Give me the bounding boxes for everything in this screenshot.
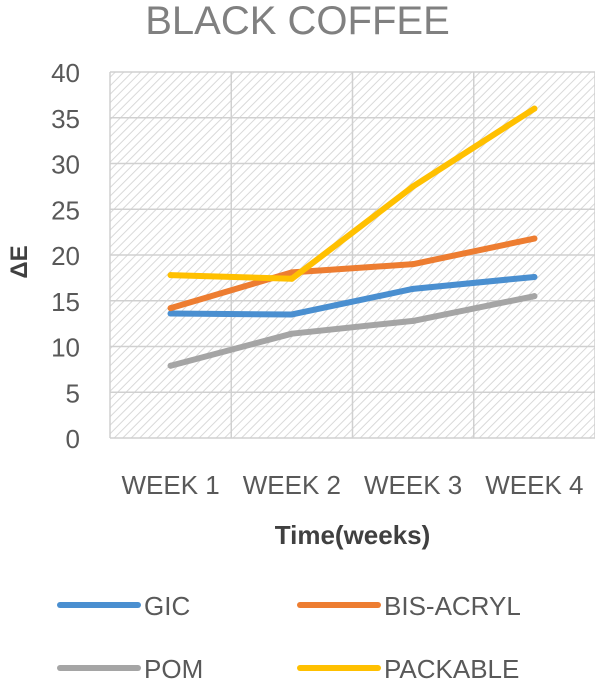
legend-label-bis-acryl: BIS-ACRYL [384,591,521,621]
legend-label-packable: PACKABLE [384,654,519,680]
x-axis-label: Time(weeks) [274,520,431,550]
x-tick-label: WEEK 3 [364,470,462,500]
data-point-packable [288,275,295,282]
data-point-gic [288,311,295,318]
data-point-pom [531,293,538,300]
data-point-gic [410,285,417,292]
y-tick-label: 15 [51,287,80,317]
data-point-packable [167,272,174,279]
data-point-bis-acryl [410,261,417,268]
data-point-bis-acryl [167,305,174,312]
series-line-gic [167,273,538,318]
data-point-pom [410,317,417,324]
y-tick-label: 30 [51,150,80,180]
y-tick-label: 35 [51,104,80,134]
x-tick-label: WEEK 4 [485,470,583,500]
data-point-packable [410,183,417,190]
data-point-gic [167,310,174,317]
data-point-pom [167,362,174,369]
x-tick-label: WEEK 2 [243,470,341,500]
data-point-bis-acryl [531,235,538,242]
y-tick-label: 10 [51,333,80,363]
legend-label-gic: GIC [144,591,190,621]
x-tick-label: WEEK 1 [122,470,220,500]
y-tick-label: 5 [66,378,80,408]
data-point-pom [288,330,295,337]
series-line-bis-acryl [167,235,538,312]
data-point-gic [531,273,538,280]
chart-title: BLACK COFFEE [145,0,450,43]
y-tick-label: 40 [51,58,80,88]
y-tick-label: 0 [66,424,80,454]
data-point-packable [531,105,538,112]
legend-label-pom: POM [144,654,203,680]
series-line-pom [167,293,538,369]
y-tick-label: 20 [51,241,80,271]
y-tick-label: 25 [51,195,80,225]
series-line-packable [167,105,538,282]
